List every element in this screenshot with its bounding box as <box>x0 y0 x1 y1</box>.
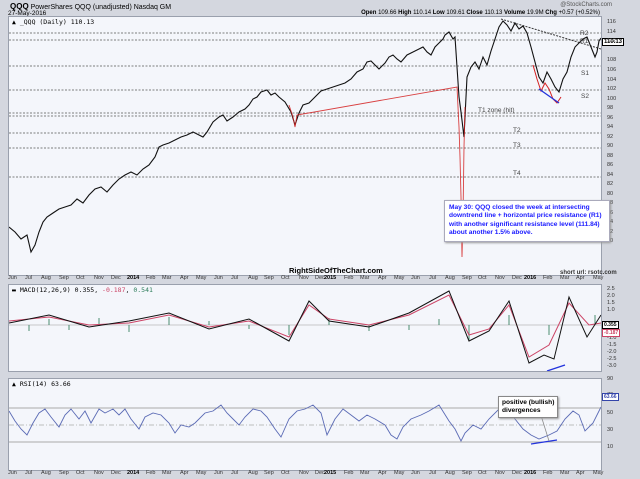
macd-panel: ▬ MACD(12,26,9) 0.355, -0.187, 0.541 <box>8 284 602 372</box>
level-s2-label: S2 <box>581 93 589 100</box>
annotation-note: May 30: QQQ closed the week at intersect… <box>444 200 610 242</box>
low-label: Low <box>432 10 445 16</box>
copyright: @StockCharts.com <box>560 2 612 8</box>
rsi-chart-svg <box>9 404 601 445</box>
rsi-tag: 63.66 <box>602 393 619 401</box>
close-value: 110.13 <box>484 10 503 16</box>
macd-value: 0.355 <box>74 286 95 294</box>
level-r2-label: R2 <box>580 30 589 37</box>
signal-line <box>9 294 601 358</box>
symbol-header: QQQ PowerShares QQQ (unadjusted) Nasdaq … <box>10 2 171 11</box>
chg-label: Chg <box>545 10 557 16</box>
high-label: High <box>398 10 412 16</box>
level-t4-label: T4 <box>513 170 521 177</box>
rsi-panel: ▲ RSI(14) 63.66 <box>8 378 602 471</box>
callout-line-1: positive (bullish) <box>502 399 555 406</box>
macd-legend-label: MACD(12,26,9) <box>19 286 71 294</box>
short-url: short url: rsotc.com <box>560 270 617 276</box>
signal-value: -0.187 <box>102 286 126 294</box>
level-lines <box>9 32 601 178</box>
rsi-legend-text: RSI(14) 63.66 <box>19 380 71 388</box>
close-label: Close <box>466 10 483 16</box>
last-price-tag: 110.13 <box>602 38 625 46</box>
price-legend-text: _QQQ (Daily) 110.13 <box>19 18 95 26</box>
chart-date: 27-May-2016 <box>8 10 47 17</box>
chg-value: +0.57 (+0.52%) <box>558 10 600 16</box>
callout-line-2: divergences <box>502 407 541 414</box>
macd-histogram <box>28 315 596 340</box>
divergence-callout: positive (bullish) divergences <box>498 396 559 418</box>
watermark: RightSideOfTheChart.com <box>289 266 383 275</box>
volume-value: 19.9M <box>526 10 544 16</box>
price-line <box>9 20 601 254</box>
macd-tag: 0.355 <box>602 321 619 329</box>
quote-summary: Open 109.66 High 110.14 Low 109.61 Close… <box>361 10 600 16</box>
macd-legend: ▬ MACD(12,26,9) 0.355, -0.187, 0.541 <box>12 286 153 294</box>
signal-tag: -0.187 <box>602 329 621 337</box>
histogram-value: 0.541 <box>133 286 153 294</box>
x-axis-price: Jun Jul Aug Sep Oct Nov Dec 2014 Feb Mar Apr May Jun… <box>8 275 604 281</box>
symbol-description: PowerShares QQQ (unadjusted) Nasdaq GM <box>30 4 172 11</box>
low-value: 109.61 <box>446 10 465 16</box>
level-t2-label: T2 <box>513 127 521 134</box>
price-legend: ▲ _QQQ (Daily) 110.13 <box>12 18 95 26</box>
symbol: QQQ <box>10 2 29 11</box>
level-s1-label: S1 <box>581 70 589 77</box>
level-r1-label: R1 <box>580 38 589 45</box>
x-axis-rsi: Jun Jul Aug Sep Oct Nov Dec 2014 Feb Mar Apr May Jun… <box>8 470 604 476</box>
rsi-legend: ▲ RSI(14) 63.66 <box>12 380 71 388</box>
macd-line <box>9 290 601 364</box>
high-value: 110.14 <box>413 10 432 16</box>
volume-label: Volume <box>504 10 526 16</box>
macd-chart-svg <box>9 290 601 371</box>
level-t3-label: T3 <box>513 142 521 149</box>
open-label: Open <box>361 10 377 16</box>
open-value: 109.66 <box>378 10 397 16</box>
price-chart-svg <box>9 18 601 258</box>
level-t1-label: T1 zone (hit) <box>478 107 515 114</box>
